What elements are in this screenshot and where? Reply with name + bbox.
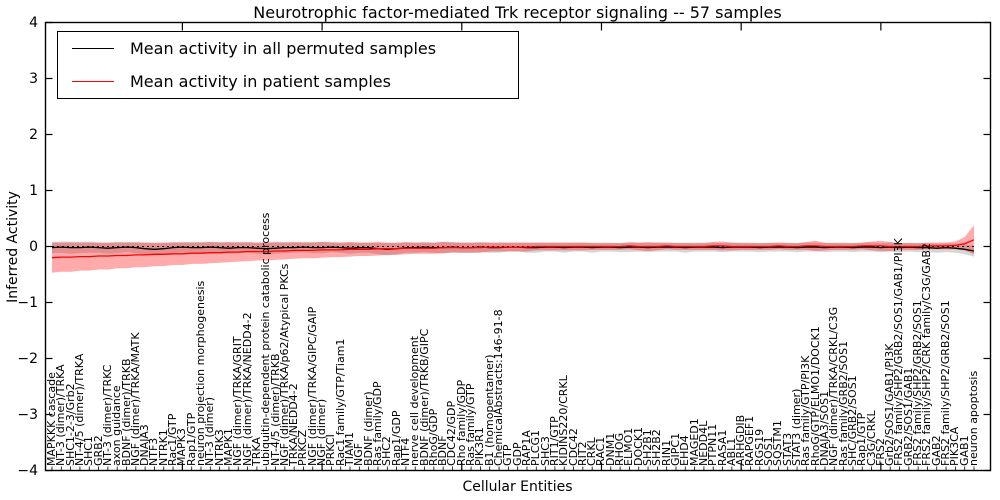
legend-line-black — [72, 48, 114, 49]
y-tick-label: −2 — [17, 350, 38, 367]
y-tick-label: −4 — [17, 462, 38, 479]
y-tick-label: 0 — [29, 238, 38, 255]
x-axis-label: Cellular Entities — [462, 479, 573, 495]
legend-item-patient: Mean activity in patient samples — [58, 67, 518, 97]
x-category-label: neuron apoptosis — [967, 370, 980, 466]
y-tick-label: 3 — [29, 70, 38, 87]
y-tick-label: −1 — [17, 294, 38, 311]
patient-mean-line — [51, 239, 975, 259]
legend-label-patient: Mean activity in patient samples — [130, 72, 391, 91]
y-tick-label: −3 — [17, 406, 38, 423]
legend: Mean activity in all permuted samples Me… — [57, 31, 519, 99]
y-tick-label: 4 — [29, 14, 38, 31]
x-category-label: FRS2 family/SHP2/CRK family/C3G/GAB2 — [920, 243, 934, 466]
y-tick-label: 2 — [29, 126, 38, 143]
x-category-label: ChemicalAbstracts:146-91-8 — [492, 309, 506, 466]
chart-title: Neurotrophic factor-mediated Trk recepto… — [253, 3, 782, 22]
patient-band — [52, 225, 974, 273]
legend-line-red — [72, 81, 114, 82]
permuted-band — [52, 241, 974, 257]
legend-item-permuted: Mean activity in all permuted samples — [58, 34, 518, 64]
legend-label-permuted: Mean activity in all permuted samples — [130, 39, 437, 58]
y-tick-label: 1 — [29, 182, 38, 199]
